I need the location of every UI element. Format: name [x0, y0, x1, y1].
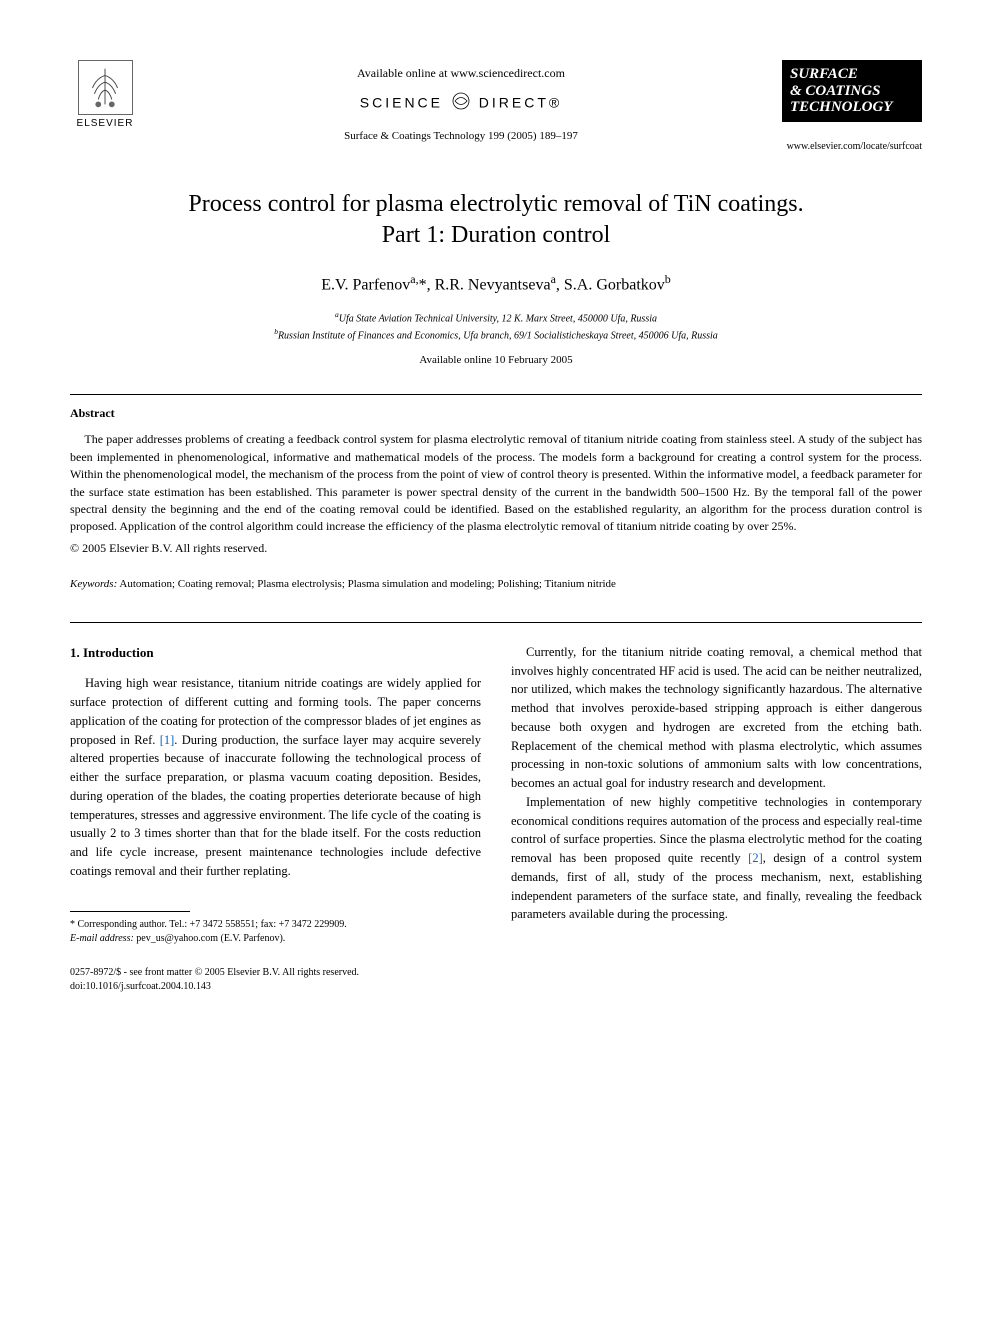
sd-swirl-icon — [450, 90, 472, 118]
ref-link-1[interactable]: [1] — [160, 733, 175, 747]
journal-logo-line2: & COATINGS — [790, 83, 914, 100]
center-header: Available online at www.sciencedirect.co… — [140, 60, 782, 145]
abstract-text: The paper addresses problems of creating… — [70, 431, 922, 535]
intro-para-3: Implementation of new highly competitive… — [511, 793, 922, 924]
corresponding-footnote: * Corresponding author. Tel.: +7 3472 55… — [70, 918, 481, 946]
bottom-info: 0257-8972/$ - see front matter © 2005 El… — [70, 966, 922, 994]
abstract-section: Abstract The paper addresses problems of… — [70, 405, 922, 557]
page-header: ELSEVIER Available online at www.science… — [70, 60, 922, 154]
ref-link-2[interactable]: [2] — [748, 851, 763, 865]
intro-para-2: Currently, for the titanium nitride coat… — [511, 643, 922, 793]
journal-logo-box: SURFACE & COATINGS TECHNOLOGY — [782, 60, 922, 122]
affiliation-b: bRussian Institute of Finances and Econo… — [70, 326, 922, 343]
intro-para-1: Having high wear resistance, titanium ni… — [70, 674, 481, 880]
body-columns: 1. Introduction Having high wear resista… — [70, 643, 922, 946]
affiliations: aUfa State Aviation Technical University… — [70, 309, 922, 344]
email-line: E-mail address: pev_us@yahoo.com (E.V. P… — [70, 932, 481, 946]
abstract-heading: Abstract — [70, 405, 922, 422]
elsevier-tree-icon — [78, 60, 133, 115]
elsevier-logo: ELSEVIER — [70, 60, 140, 140]
footnote-divider — [70, 911, 190, 912]
science-direct-logo: SCIENCE DIRECT® — [140, 90, 782, 118]
email-label: E-mail address: — [70, 933, 134, 944]
doi-line: doi:10.1016/j.surfcoat.2004.10.143 — [70, 980, 922, 994]
affiliation-a: aUfa State Aviation Technical University… — [70, 309, 922, 326]
journal-logo-line3: TECHNOLOGY — [790, 99, 914, 116]
journal-logo-block: SURFACE & COATINGS TECHNOLOGY www.elsevi… — [782, 60, 922, 154]
title-line2: Part 1: Duration control — [382, 222, 611, 248]
title-line1: Process control for plasma electrolytic … — [188, 191, 803, 217]
abstract-copyright: © 2005 Elsevier B.V. All rights reserved… — [70, 540, 922, 557]
section-1-heading: 1. Introduction — [70, 643, 481, 663]
date-available: Available online 10 February 2005 — [70, 353, 922, 368]
authors-line: E.V. Parfenova,*, R.R. Nevyantsevaa, S.A… — [70, 271, 922, 297]
column-left: 1. Introduction Having high wear resista… — [70, 643, 481, 946]
divider-bottom — [70, 622, 922, 623]
email-value: pev_us@yahoo.com (E.V. Parfenov). — [136, 933, 285, 944]
elsevier-label: ELSEVIER — [77, 117, 134, 131]
divider-top — [70, 394, 922, 395]
column-right: Currently, for the titanium nitride coat… — [511, 643, 922, 946]
journal-logo-line1: SURFACE — [790, 66, 914, 83]
article-title: Process control for plasma electrolytic … — [70, 189, 922, 251]
keywords-text: Automation; Coating removal; Plasma elec… — [119, 578, 616, 590]
keywords-label: Keywords: — [70, 578, 117, 590]
corresponding-line: * Corresponding author. Tel.: +7 3472 55… — [70, 918, 481, 932]
sd-right: DIRECT® — [479, 94, 562, 110]
issn-line: 0257-8972/$ - see front matter © 2005 El… — [70, 966, 922, 980]
keywords-line: Keywords: Automation; Coating removal; P… — [70, 577, 922, 592]
available-online-text: Available online at www.sciencedirect.co… — [140, 65, 782, 82]
sd-left: SCIENCE — [360, 94, 443, 110]
journal-url: www.elsevier.com/locate/surfcoat — [782, 140, 922, 154]
journal-reference: Surface & Coatings Technology 199 (2005)… — [140, 129, 782, 144]
